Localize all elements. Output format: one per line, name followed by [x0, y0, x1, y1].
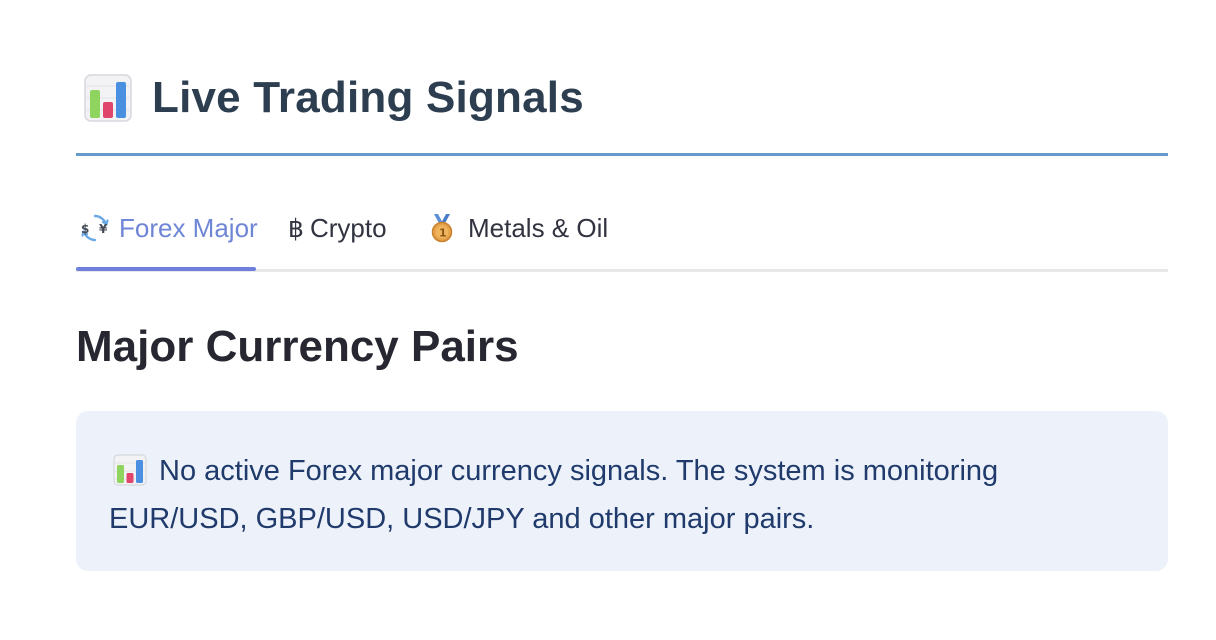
svg-text:฿: ฿ — [288, 214, 304, 243]
tab-crypto[interactable]: ฿ Crypto — [288, 208, 387, 248]
tab-forex-major[interactable]: $ ¥ Forex Major — [80, 208, 258, 248]
page-header: Live Trading Signals — [76, 66, 1168, 130]
header-divider — [76, 153, 1168, 156]
info-alert-content: No active Forex major currency signals. … — [109, 447, 1049, 543]
tab-bar: $ ¥ Forex Major ฿ Crypto 1 — [76, 200, 1168, 272]
svg-text:¥: ¥ — [99, 222, 108, 236]
tab-metals-oil[interactable]: 1 Metals & Oil — [428, 208, 608, 248]
tab-label: Metals & Oil — [468, 212, 609, 243]
currency-exchange-icon: $ ¥ — [80, 213, 110, 243]
bitcoin-icon: ฿ — [288, 213, 306, 243]
tab-label: Forex Major — [119, 212, 258, 243]
section-title: Major Currency Pairs — [76, 322, 519, 371]
active-tab-indicator — [76, 267, 256, 271]
tab-label: Crypto — [310, 212, 387, 243]
svg-text:$: $ — [81, 222, 89, 236]
tab-bar-border — [76, 269, 1168, 272]
info-alert: No active Forex major currency signals. … — [76, 411, 1168, 571]
medal-icon: 1 — [428, 213, 456, 243]
page-title: Live Trading Signals — [152, 73, 584, 122]
info-alert-message: No active Forex major currency signals. … — [109, 455, 999, 535]
bar-chart-icon — [113, 454, 147, 486]
svg-text:1: 1 — [439, 227, 447, 240]
bar-chart-icon — [84, 74, 132, 122]
